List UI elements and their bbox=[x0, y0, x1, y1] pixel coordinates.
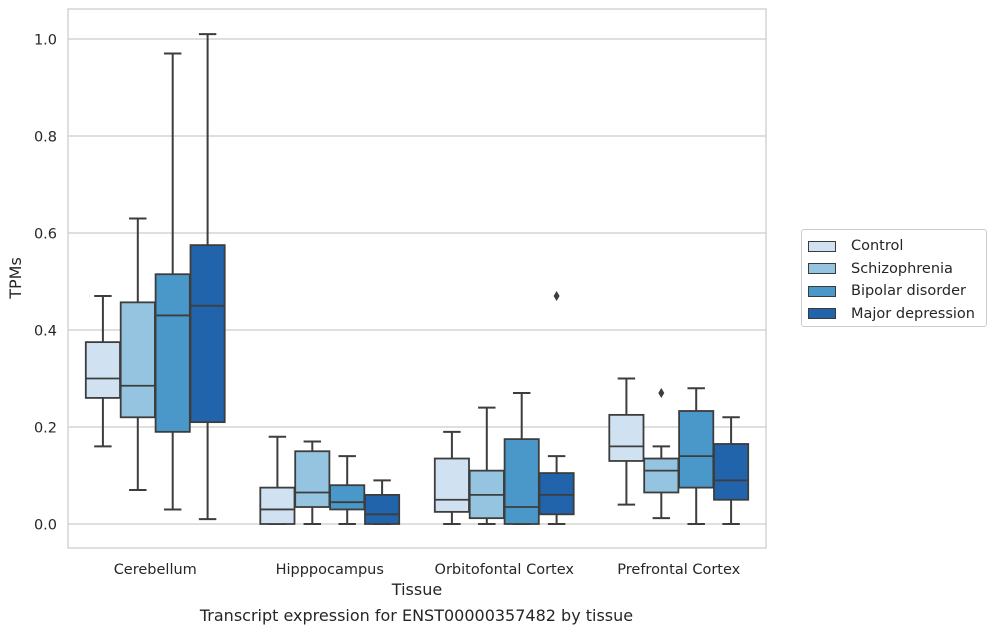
box-iqr bbox=[433, 457, 470, 513]
legend-label: Control bbox=[851, 238, 904, 255]
box-major-depression bbox=[189, 33, 226, 521]
box-iqr bbox=[608, 413, 645, 462]
legend-item-schizophrenia: Schizophrenia bbox=[808, 258, 986, 281]
box-iqr bbox=[643, 457, 680, 494]
box-iqr bbox=[364, 493, 401, 525]
box-iqr bbox=[294, 450, 331, 508]
y-tick-label: 1.0 bbox=[34, 33, 57, 49]
box-major-depression bbox=[538, 291, 575, 525]
legend-swatch bbox=[808, 308, 836, 320]
legend-swatch bbox=[808, 285, 836, 297]
box-bipolar-disorder bbox=[154, 52, 191, 511]
box-control bbox=[433, 430, 470, 525]
box-major-depression bbox=[713, 416, 750, 525]
box-schizophrenia bbox=[119, 217, 156, 492]
y-tick-labels: 0.0 0.2 0.4 0.6 0.8 1.0 bbox=[34, 33, 57, 534]
legend-swatch bbox=[808, 263, 836, 275]
legend: Control Schizophrenia Bipolar disorder M… bbox=[801, 229, 987, 327]
legend-item-bipolar-disorder: Bipolar disorder bbox=[808, 280, 986, 303]
chart-caption: Transcript expression for ENST0000035748… bbox=[199, 606, 634, 625]
box-schizophrenia bbox=[294, 440, 331, 525]
box-control bbox=[84, 295, 121, 448]
legend-label: Major depression bbox=[851, 305, 975, 322]
legend-label: Schizophrenia bbox=[851, 260, 953, 277]
box-schizophrenia bbox=[643, 388, 680, 520]
box-iqr bbox=[678, 410, 715, 489]
y-axis-label: TPMs bbox=[6, 257, 25, 300]
x-tick-label: Hipppocampus bbox=[276, 562, 384, 578]
x-tick-label: Cerebellum bbox=[114, 562, 197, 578]
y-tick-label: 0.8 bbox=[34, 130, 57, 146]
legend-item-major-depression: Major depression bbox=[808, 303, 986, 326]
box-bipolar-disorder bbox=[678, 387, 715, 525]
box-schizophrenia bbox=[468, 406, 505, 525]
box-iqr bbox=[189, 244, 226, 424]
x-tick-labels: Cerebellum Hipppocampus Orbitofontal Corte… bbox=[114, 562, 741, 578]
box-iqr bbox=[538, 472, 575, 516]
box-iqr bbox=[713, 443, 750, 501]
x-tick-label: Prefrontal Cortex bbox=[617, 562, 740, 578]
y-tick-label: 0.6 bbox=[34, 227, 57, 243]
box-iqr bbox=[259, 486, 296, 525]
box-iqr bbox=[503, 438, 540, 525]
box-bipolar-disorder bbox=[503, 392, 540, 525]
outlier-point bbox=[658, 388, 665, 399]
box-control bbox=[608, 377, 645, 506]
legend-label: Bipolar disorder bbox=[851, 283, 966, 300]
box-iqr bbox=[154, 273, 191, 433]
x-tick-label: Orbitofontal Cortex bbox=[435, 562, 575, 578]
x-axis-label: Tissue bbox=[391, 580, 442, 599]
outlier-point bbox=[553, 291, 560, 302]
box-iqr bbox=[329, 484, 366, 511]
legend-item-control: Control bbox=[808, 235, 986, 258]
plot-frame bbox=[67, 8, 767, 549]
box-control bbox=[259, 435, 296, 525]
box-iqr bbox=[119, 301, 156, 419]
box-bipolar-disorder bbox=[329, 455, 366, 525]
boxes-layer bbox=[84, 33, 750, 525]
y-tick-label: 0.4 bbox=[34, 324, 57, 340]
box-major-depression bbox=[364, 479, 401, 525]
y-tick-label: 0.0 bbox=[34, 518, 57, 534]
y-tick-label: 0.2 bbox=[34, 421, 57, 437]
box-iqr bbox=[84, 341, 121, 399]
legend-swatch bbox=[808, 240, 836, 252]
